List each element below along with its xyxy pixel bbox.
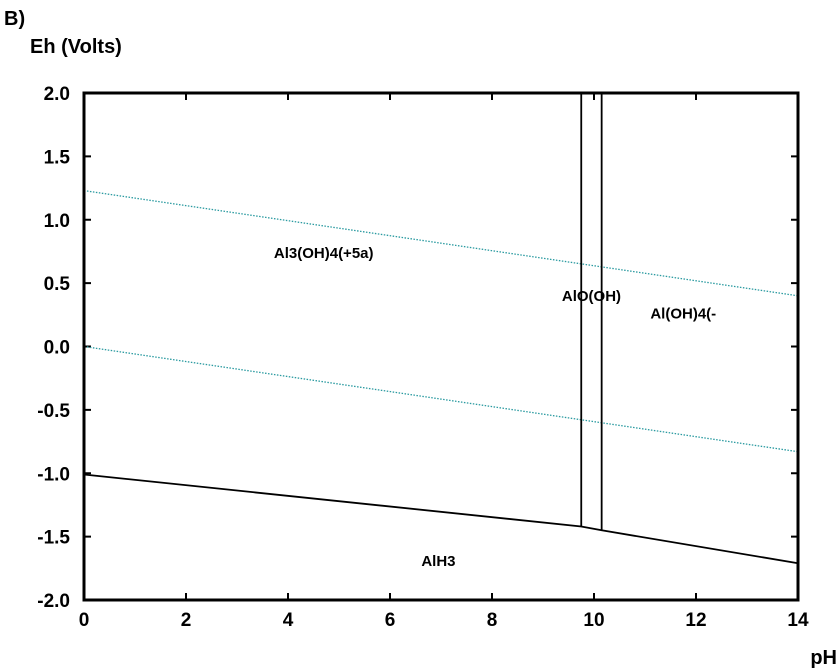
y-tick-label: 0.0 xyxy=(44,338,70,359)
x-tick-label: 4 xyxy=(283,610,294,631)
x-axis-title: pH xyxy=(810,647,837,669)
y-tick-label: 1.0 xyxy=(44,211,70,232)
y-axis-title: Eh (Volts) xyxy=(30,36,122,58)
y-tick-label: -2.0 xyxy=(37,591,70,612)
region-label: Al(OH)4(- xyxy=(650,306,716,323)
x-tick-label: 2 xyxy=(181,610,192,631)
y-tick-label: -0.5 xyxy=(37,401,70,422)
x-tick-label: 6 xyxy=(385,610,396,631)
water-lower-line xyxy=(83,345,799,453)
region-label: AlH3 xyxy=(421,553,455,570)
y-tick-label: 0.5 xyxy=(44,274,71,295)
x-tick-label: 0 xyxy=(79,610,90,631)
region-label: Al3(OH)4(+5a) xyxy=(274,245,374,262)
y-tick-label: -1.0 xyxy=(37,464,70,485)
x-tick-label: 10 xyxy=(583,610,604,631)
y-tick-label: -1.5 xyxy=(37,528,70,549)
x-tick-label: 14 xyxy=(787,610,809,631)
plot-frame xyxy=(82,91,800,602)
region-label: AlO(OH) xyxy=(562,288,621,305)
boundary-line xyxy=(83,473,799,565)
y-tick-label: 2.0 xyxy=(44,84,70,105)
x-tick-label: 12 xyxy=(685,610,706,631)
y-tick-label: 1.5 xyxy=(44,147,71,168)
water-upper-line xyxy=(83,189,799,297)
panel-label: B) xyxy=(4,8,25,30)
x-tick-label: 8 xyxy=(487,610,498,631)
